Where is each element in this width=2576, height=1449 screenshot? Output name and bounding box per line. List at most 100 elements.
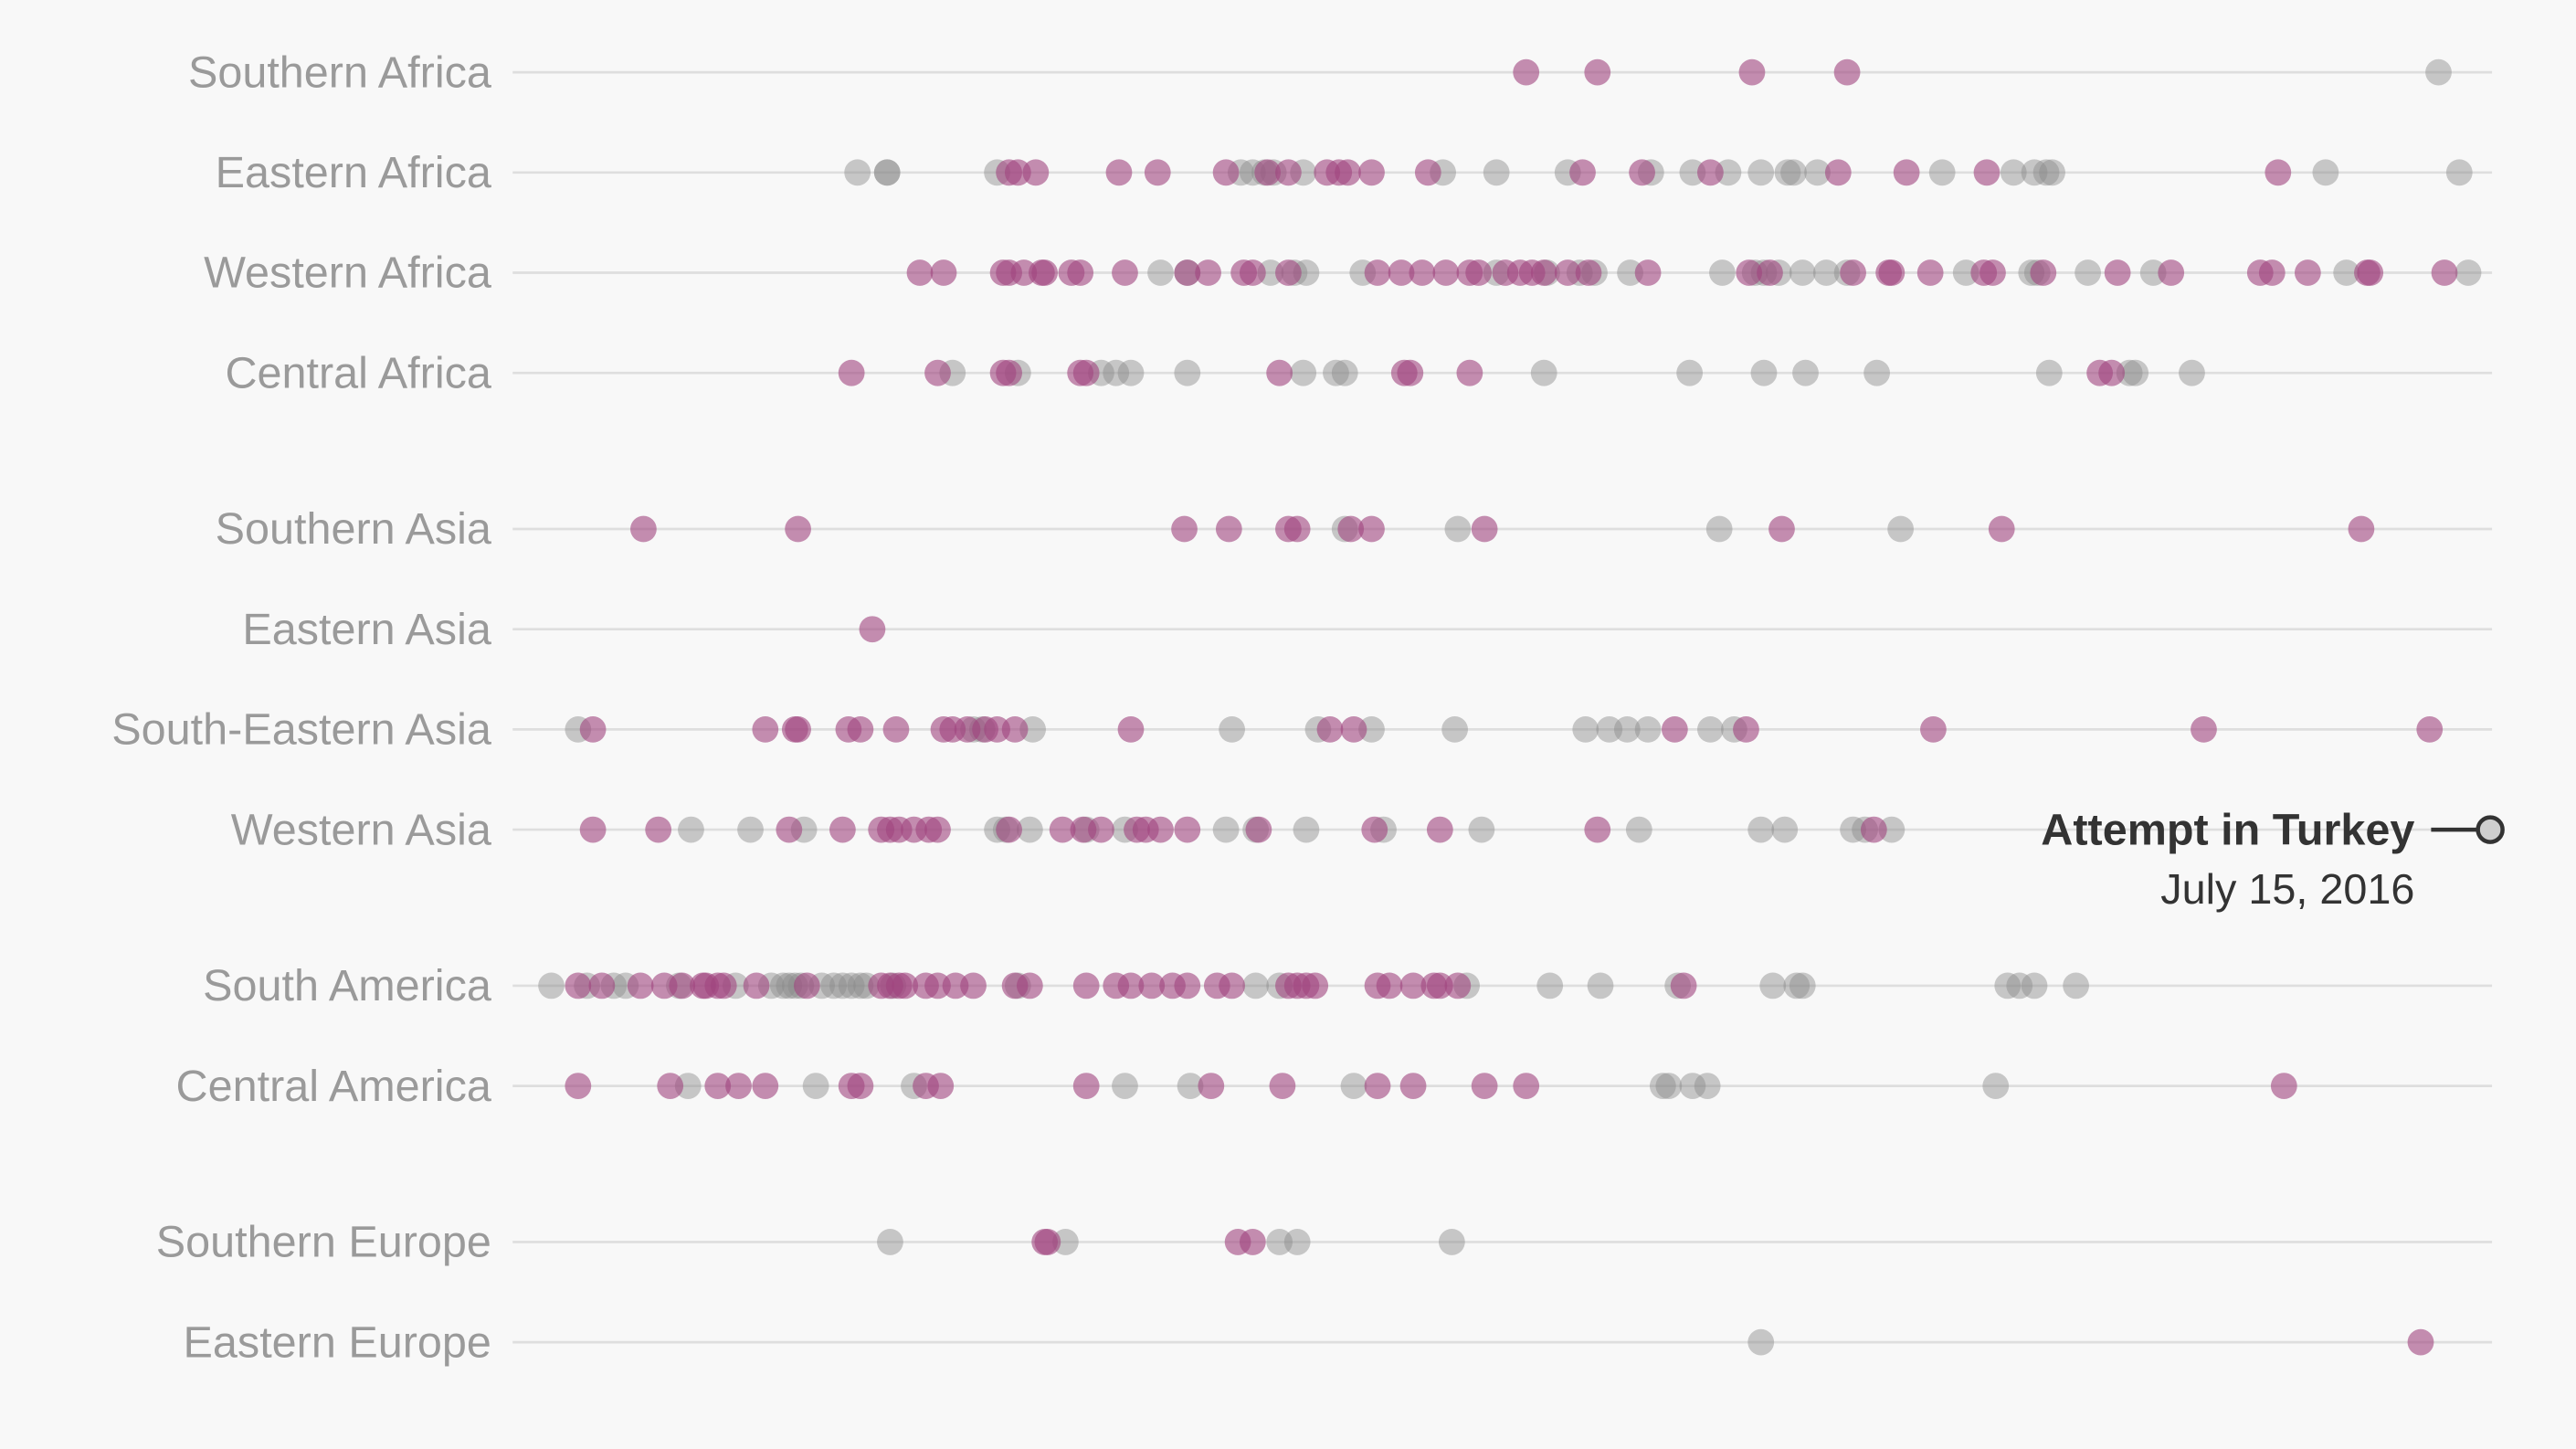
successful-dot xyxy=(1105,159,1133,186)
failed-dot xyxy=(2021,972,2048,999)
successful-dot xyxy=(1283,515,1311,543)
failed-dot xyxy=(1438,1229,1465,1255)
successful-dot xyxy=(743,972,770,999)
failed-dot xyxy=(2021,159,2048,186)
failed-dot xyxy=(1928,159,1956,186)
successful-dot xyxy=(1174,816,1201,843)
successful-dot xyxy=(1840,259,1866,286)
successful-dot xyxy=(1358,515,1385,543)
successful-dot xyxy=(2348,515,2375,543)
successful-dot xyxy=(1364,1073,1391,1099)
successful-dot xyxy=(2416,716,2444,743)
successful-dot xyxy=(1733,716,1759,743)
successful-dot xyxy=(1198,1073,1225,1099)
failed-dot xyxy=(538,972,565,999)
successful-dot xyxy=(1072,359,1100,386)
successful-dot xyxy=(1239,1229,1266,1255)
failed-dot xyxy=(1634,716,1662,743)
successful-dot xyxy=(565,972,592,999)
successful-dot xyxy=(793,972,820,999)
successful-dot xyxy=(1335,159,1361,186)
failed-dot xyxy=(1290,359,1317,386)
successful-dot xyxy=(785,716,811,743)
row-label: Southern Africa xyxy=(188,48,491,97)
successful-dot xyxy=(1575,259,1602,286)
successful-dot xyxy=(2270,1073,2297,1099)
successful-dot xyxy=(627,972,654,999)
successful-dot xyxy=(1364,259,1391,286)
successful-dot xyxy=(1049,816,1076,843)
successful-dot xyxy=(776,816,803,843)
failed-dot xyxy=(1709,259,1736,286)
successful-dot xyxy=(1275,159,1302,186)
successful-dot xyxy=(588,972,616,999)
successful-dot xyxy=(1144,159,1171,186)
successful-dot xyxy=(2258,259,2286,286)
successful-dot xyxy=(927,1073,955,1099)
failed-dot xyxy=(1323,359,1349,386)
successful-dot xyxy=(1893,159,1920,186)
successful-dot xyxy=(1219,972,1245,999)
failed-dot xyxy=(1679,1073,1706,1099)
failed-dot xyxy=(2000,159,2027,186)
successful-dot xyxy=(1215,515,1242,543)
successful-dot xyxy=(1016,972,1043,999)
row-label: Eastern Africa xyxy=(216,148,491,197)
failed-dot xyxy=(1219,716,1245,743)
successful-dot xyxy=(752,716,779,743)
failed-dot xyxy=(1174,359,1201,386)
failed-dot xyxy=(2075,259,2101,286)
successful-dot xyxy=(1254,159,1282,186)
successful-dot xyxy=(1471,1073,1498,1099)
failed-dot xyxy=(1587,972,1614,999)
successful-dot xyxy=(1920,716,1947,743)
successful-dot xyxy=(2098,359,2126,386)
successful-dot xyxy=(882,716,910,743)
failed-dot xyxy=(1780,159,1807,186)
successful-dot xyxy=(565,1073,592,1099)
failed-dot xyxy=(1747,159,1775,186)
failed-dot xyxy=(1444,515,1472,543)
failed-dot xyxy=(1750,359,1778,386)
successful-dot xyxy=(1266,359,1293,386)
row-label: Central Africa xyxy=(225,348,491,397)
failed-dot xyxy=(802,1073,829,1099)
successful-dot xyxy=(2294,259,2321,286)
failed-dot xyxy=(1117,359,1145,386)
failed-dot xyxy=(1705,515,1733,543)
successful-dot xyxy=(2431,259,2458,286)
failed-dot xyxy=(1530,359,1557,386)
successful-dot xyxy=(930,259,957,286)
successful-dot xyxy=(1916,259,1944,286)
successful-dot xyxy=(669,972,696,999)
failed-dot xyxy=(2312,159,2339,186)
failed-dot xyxy=(678,816,704,843)
successful-dot xyxy=(1376,972,1403,999)
successful-dot xyxy=(1670,972,1697,999)
failed-dot xyxy=(1783,972,1811,999)
failed-dot xyxy=(847,972,874,999)
successful-dot xyxy=(1697,159,1724,186)
successful-dot xyxy=(1399,972,1427,999)
successful-dot xyxy=(1358,159,1385,186)
successful-dot xyxy=(1022,159,1050,186)
failed-dot xyxy=(1266,1229,1293,1255)
successful-dot xyxy=(704,1073,732,1099)
successful-dot xyxy=(1088,816,1114,843)
successful-dot xyxy=(1302,972,1329,999)
successful-dot xyxy=(1878,259,1906,286)
failed-dot xyxy=(2455,259,2482,286)
successful-dot xyxy=(1833,58,1861,86)
successful-dot xyxy=(1001,716,1029,743)
failed-dot xyxy=(1771,816,1799,843)
failed-dot xyxy=(1792,359,1819,386)
failed-dot xyxy=(1863,359,1890,386)
failed-dot xyxy=(1212,816,1240,843)
successful-dot xyxy=(1397,359,1424,386)
row-label: Southern Europe xyxy=(156,1218,491,1267)
failed-dot xyxy=(1596,716,1623,743)
failed-dot xyxy=(1887,515,1915,543)
successful-dot xyxy=(1513,58,1540,86)
successful-dot xyxy=(1316,716,1344,743)
successful-dot xyxy=(579,716,607,743)
